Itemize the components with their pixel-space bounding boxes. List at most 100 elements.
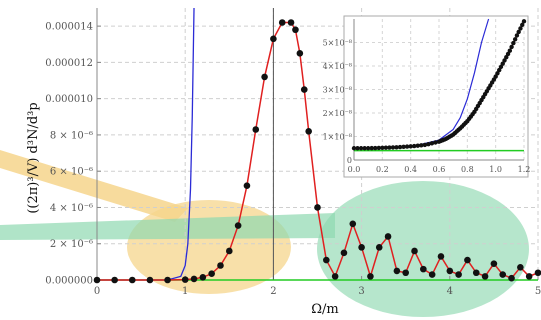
inset-data-point [500, 61, 505, 66]
data-point [190, 275, 198, 283]
data-point [481, 273, 489, 280]
data-point [164, 276, 171, 284]
axes-layer: 0.000000 2 × 10⁻⁶ 4 × 10⁻⁶ 6 × 10⁻⁶ 8 × 10⁻⁶… [45, 8, 541, 297]
y-tick-label: 0.000010 [45, 94, 93, 105]
data-point [243, 182, 251, 190]
inset-data-point [401, 144, 406, 150]
x-axis-title: Ω/m [311, 302, 339, 317]
x-tick-label: 2 [270, 286, 276, 297]
inset-data-point [373, 145, 378, 151]
inset-data-point [505, 51, 511, 57]
data-point [358, 244, 365, 251]
data-point [375, 244, 383, 251]
data-point [296, 50, 304, 57]
inset-data-point [404, 144, 410, 149]
inset-data-point [351, 146, 357, 151]
y-tick-label: 2 × 10⁻⁶ [50, 239, 93, 250]
data-point [234, 222, 242, 229]
inset-data-point [512, 37, 518, 42]
data-point [292, 26, 299, 34]
inset-data-point [422, 142, 428, 148]
inset-y-tick-label: 0 [347, 156, 352, 165]
inset-x-tick-label: 0.8 [461, 165, 474, 174]
inset-data-point [383, 145, 389, 150]
inset-data-point [507, 48, 513, 53]
inset-data-point [387, 145, 392, 150]
inset-data-point [358, 146, 364, 151]
data-point [146, 276, 154, 284]
inset-data-point [394, 145, 399, 150]
inset-data-point [362, 146, 367, 151]
inset-data-point [521, 19, 527, 24]
data-point [420, 265, 427, 273]
y-tick-label: 4 × 10⁻⁶ [50, 203, 93, 214]
inset-data-point [408, 144, 413, 149]
inset-data-point [498, 64, 504, 70]
x-tick-label: 1 [182, 286, 188, 297]
data-point [384, 233, 392, 240]
data-point [393, 267, 401, 275]
data-point [367, 273, 374, 280]
data-point [128, 276, 136, 284]
x-tick-label: 0 [94, 286, 100, 297]
inset-x-tick-label: 1.2 [518, 165, 531, 174]
data-point [93, 276, 101, 284]
data-point [300, 86, 308, 93]
x-tick-label: 5 [535, 286, 541, 297]
data-point [199, 273, 207, 281]
inset-x-tick-label: 1.0 [489, 165, 502, 174]
inset-data-point [495, 71, 500, 76]
inset-y-tick-label: 1×10⁻⁸ [323, 133, 352, 142]
inset-data-point [426, 141, 431, 147]
inset-y-tick-label: 5×10⁻⁸ [323, 39, 352, 48]
inset-data-point [415, 143, 420, 148]
inset-y-tick-label: 3×10⁻⁸ [323, 86, 352, 95]
inset-plot: 0 1×10⁻⁸ 2×10⁻⁸ 3×10⁻⁸ 4×10⁻⁸ 5×10⁻⁸ 0.0 0.2 0.4… [323, 15, 531, 178]
inset-data-point [518, 26, 523, 31]
data-point [508, 274, 515, 282]
data-point [323, 256, 330, 264]
data-point [331, 273, 339, 280]
data-point [217, 262, 224, 269]
data-point [402, 269, 410, 277]
data-point [517, 264, 524, 271]
inset-data-point [376, 145, 381, 151]
inset-y-tick-label: 4×10⁻⁸ [323, 62, 352, 71]
inset-data-point [397, 144, 403, 150]
data-point [261, 73, 268, 81]
inset-data-point [412, 143, 417, 149]
y-tick-label: 0.000014 [45, 22, 93, 33]
data-point [464, 256, 471, 264]
inset-x-tick-label: 0.6 [433, 165, 446, 174]
inset-data-point [511, 40, 516, 46]
data-point [349, 220, 357, 228]
data-point [437, 253, 445, 260]
data-point [252, 126, 260, 133]
highlight-layer [0, 150, 529, 317]
data-point [340, 249, 348, 257]
data-point [314, 204, 321, 211]
highlight-green-arrow [0, 213, 335, 240]
inset-data-point [497, 67, 502, 73]
data-point [455, 271, 462, 278]
y-tick-label: 0.000012 [45, 58, 93, 69]
data-point [111, 276, 118, 284]
data-point [226, 247, 233, 255]
x-tick-label: 4 [447, 286, 453, 297]
inset-data-point [516, 29, 521, 35]
data-point [270, 35, 277, 43]
data-point [446, 267, 454, 275]
inset-data-point [369, 145, 374, 151]
data-point [499, 271, 507, 278]
inset-data-point [504, 54, 509, 60]
y-axis-title: ((2π)³/V) d³N/d³p [26, 102, 41, 213]
data-point [411, 247, 418, 255]
inset-data-point [493, 74, 498, 79]
inset-data-point [390, 145, 396, 150]
y-tick-label: 0.000000 [45, 276, 93, 287]
inset-data-point [365, 146, 371, 151]
inset-data-point [419, 143, 424, 148]
inset-data-point [433, 140, 438, 145]
